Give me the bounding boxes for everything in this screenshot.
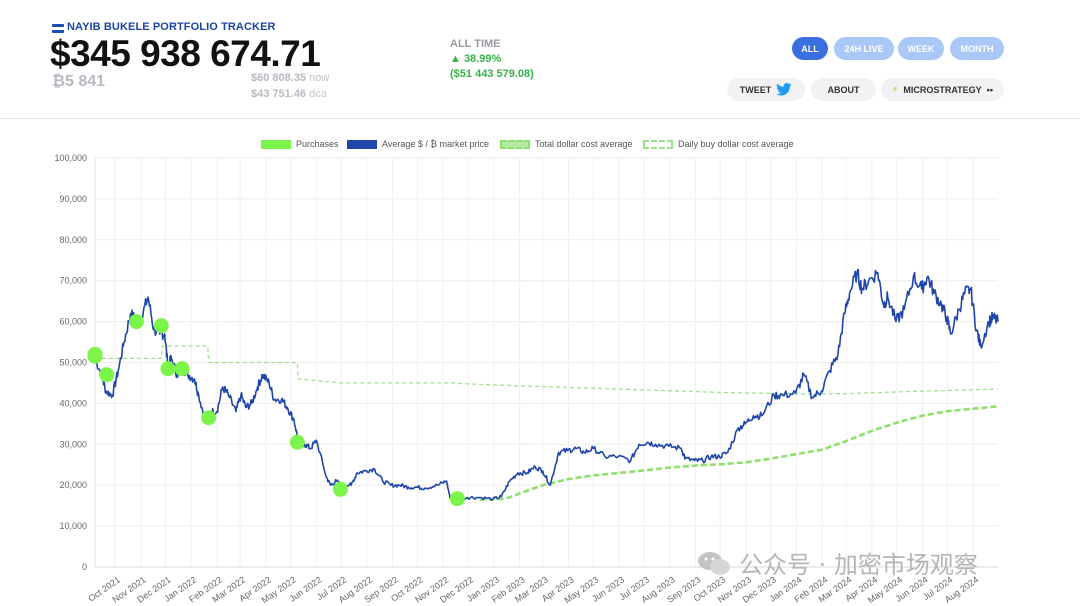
twitter-bird-icon <box>776 83 792 96</box>
dca-price: $43 751.46 dca <box>251 88 327 100</box>
purchase-point <box>128 314 144 330</box>
daily-dca-line <box>95 345 999 395</box>
y-tick-label: 100,000 <box>54 153 87 163</box>
all-time-profit: ($51 443 579.08) <box>450 68 534 80</box>
legend-label-purchases: Purchases <box>296 139 339 149</box>
chart-legend: Purchases Average $ / ₿ market price Tot… <box>0 139 1080 153</box>
legend-total-dca[interactable]: Total dollar cost average <box>500 139 633 149</box>
legend-market-price[interactable]: Average $ / ₿ market price <box>347 139 489 149</box>
y-tick-label: 90,000 <box>59 194 87 204</box>
purchase-point <box>153 318 169 334</box>
purchase-point <box>332 481 348 497</box>
range-tab-24h-live[interactable]: 24H LIVE <box>834 37 894 60</box>
y-tick-label: 20,000 <box>59 480 87 490</box>
eyes-icon: •• <box>986 84 993 95</box>
tweet-label: TWEET <box>739 84 772 95</box>
purchase-point <box>449 491 465 507</box>
lightning-icon: ⚡ <box>892 84 899 94</box>
el-salvador-flag-icon <box>52 24 64 33</box>
legend-purchases[interactable]: Purchases <box>261 139 339 149</box>
tweet-button[interactable]: TWEET <box>727 78 805 101</box>
legend-daily-dca[interactable]: Daily buy dollar cost average <box>643 139 794 149</box>
range-tab-month[interactable]: MONTH <box>950 37 1004 60</box>
purchase-point <box>174 361 190 377</box>
legend-swatch-market-price <box>347 139 377 149</box>
about-button[interactable]: ABOUT <box>811 78 876 101</box>
wechat-icon <box>698 551 730 575</box>
microstrategy-button[interactable]: ⚡ MICROSTRATEGY •• <box>881 78 1004 101</box>
legend-label-daily-dca: Daily buy dollar cost average <box>678 139 794 149</box>
range-tab-all[interactable]: ALL <box>792 37 828 60</box>
total-dca-line <box>479 405 999 501</box>
y-tick-label: 60,000 <box>59 317 87 327</box>
watermark: 公众号 · 加密市场观察 <box>697 545 978 580</box>
price-chart: 0 10,000 20,000 30,000 40,000 50,000 60,000 70,… <box>54 153 999 605</box>
y-tick-label: 40,000 <box>59 398 87 408</box>
btc-holdings: ₿5 841 <box>52 73 106 90</box>
all-time-label: ALL TIME <box>450 38 501 50</box>
dca-price-suffix: dca <box>306 88 327 100</box>
y-tick-label: 30,000 <box>59 439 87 449</box>
current-price: $60 808.35 now <box>251 72 329 84</box>
legend-label-market-price: Average $ / ₿ market price <box>382 139 490 149</box>
legend-label-total-dca: Total dollar cost average <box>535 139 633 149</box>
range-tab-week[interactable]: WEEK <box>898 37 944 60</box>
purchase-point <box>201 410 217 426</box>
y-tick-label: 50,000 <box>59 358 87 368</box>
legend-swatch-daily-dca <box>643 139 673 149</box>
y-tick-label: 80,000 <box>59 235 87 245</box>
about-label: ABOUT <box>827 84 860 95</box>
current-price-value: $60 808.35 <box>251 72 307 84</box>
header: NAYIB BUKELE PORTFOLIO TRACKER $345 938 … <box>0 0 1080 119</box>
purchase-point <box>289 434 305 450</box>
current-price-suffix: now <box>306 72 330 84</box>
legend-swatch-purchases <box>261 139 291 149</box>
y-tick-label: 0 <box>82 562 87 572</box>
watermark-text: 公众号 · 加密市场观察 <box>739 551 978 579</box>
y-tick-label: 70,000 <box>59 276 87 286</box>
purchase-point <box>87 348 103 364</box>
y-tick-label: 10,000 <box>59 521 87 531</box>
microstrategy-label: MICROSTRATEGY <box>903 84 982 95</box>
portfolio-value: $345 938 674.71 <box>50 33 321 74</box>
purchase-point <box>99 367 115 383</box>
market-price-line <box>94 268 999 502</box>
app-title: NAYIB BUKELE PORTFOLIO TRACKER <box>67 21 276 33</box>
purchase-point <box>160 361 176 377</box>
dca-price-value: $43 751.46 <box>251 88 307 100</box>
legend-swatch-total-dca <box>500 139 530 149</box>
all-time-percent: ▲ 38.99% <box>450 53 502 65</box>
